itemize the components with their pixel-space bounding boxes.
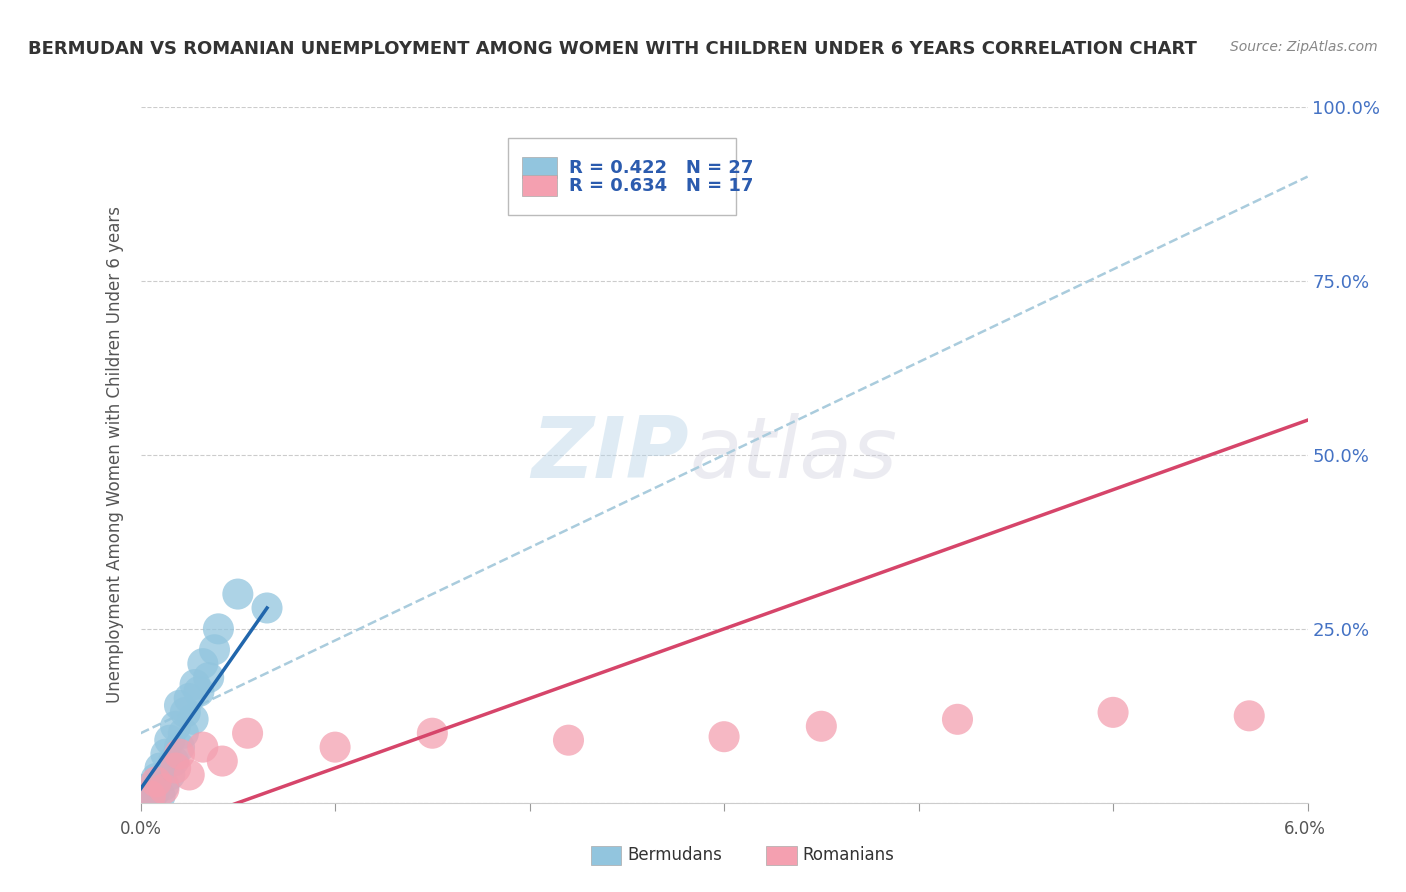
Point <box>1102 706 1125 720</box>
Text: R = 0.422   N = 27: R = 0.422 N = 27 <box>569 159 754 177</box>
Point <box>557 733 579 747</box>
Point <box>153 778 176 793</box>
Point <box>159 768 181 782</box>
Point <box>211 754 233 768</box>
Point <box>191 740 214 755</box>
Point <box>169 747 191 761</box>
Point <box>149 761 172 775</box>
Point <box>179 691 201 706</box>
Y-axis label: Unemployment Among Women with Children Under 6 years: Unemployment Among Women with Children U… <box>105 206 124 704</box>
Text: Source: ZipAtlas.com: Source: ZipAtlas.com <box>1230 40 1378 54</box>
Bar <box>522 157 557 178</box>
Point <box>153 781 176 796</box>
Point <box>197 671 219 685</box>
Point <box>165 761 187 775</box>
Point <box>207 622 229 636</box>
Bar <box>522 175 557 196</box>
Point <box>946 712 969 726</box>
Point <box>256 601 278 615</box>
Point <box>169 698 191 713</box>
Point <box>323 740 346 755</box>
Text: 6.0%: 6.0% <box>1284 820 1326 838</box>
Text: Bermudans: Bermudans <box>627 847 721 864</box>
Point <box>422 726 444 740</box>
Text: BERMUDAN VS ROMANIAN UNEMPLOYMENT AMONG WOMEN WITH CHILDREN UNDER 6 YEARS CORREL: BERMUDAN VS ROMANIAN UNEMPLOYMENT AMONG … <box>28 40 1197 58</box>
Point <box>145 775 167 789</box>
Text: R = 0.634   N = 17: R = 0.634 N = 17 <box>569 177 754 194</box>
Point <box>236 726 259 740</box>
Point <box>179 768 201 782</box>
Point <box>134 789 156 803</box>
Point <box>145 772 167 786</box>
Point <box>184 677 207 691</box>
Point <box>139 789 162 803</box>
Point <box>191 657 214 671</box>
Point <box>226 587 249 601</box>
Point <box>165 719 187 733</box>
Point <box>181 712 204 726</box>
Point <box>163 754 186 768</box>
Point <box>713 730 735 744</box>
Point <box>188 684 211 698</box>
Text: ZIP: ZIP <box>531 413 689 497</box>
Point <box>155 747 177 761</box>
Point <box>143 785 166 799</box>
Text: 0.0%: 0.0% <box>120 820 162 838</box>
Point <box>174 706 197 720</box>
Text: Romanians: Romanians <box>803 847 894 864</box>
Point <box>810 719 832 733</box>
Point <box>169 740 191 755</box>
Point <box>1239 708 1261 723</box>
Point <box>159 733 181 747</box>
FancyBboxPatch shape <box>508 138 735 215</box>
Point <box>149 789 172 803</box>
Text: atlas: atlas <box>689 413 897 497</box>
Point <box>204 642 226 657</box>
Point <box>139 792 162 806</box>
Point <box>172 726 194 740</box>
Point <box>135 781 157 796</box>
